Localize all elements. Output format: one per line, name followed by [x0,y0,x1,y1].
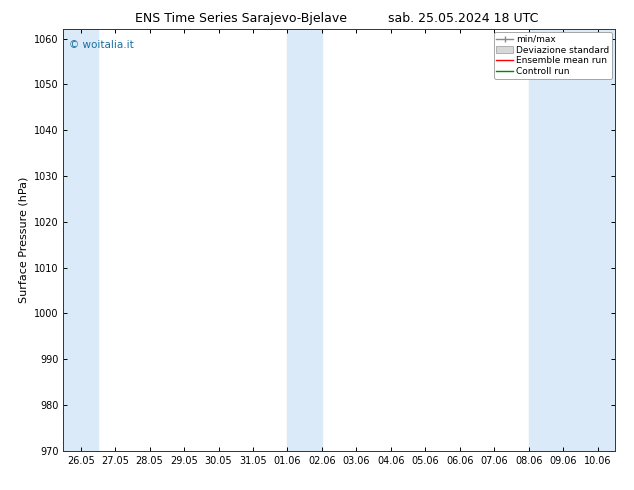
Text: sab. 25.05.2024 18 UTC: sab. 25.05.2024 18 UTC [387,12,538,25]
Text: © woitalia.it: © woitalia.it [69,40,134,50]
Y-axis label: Surface Pressure (hPa): Surface Pressure (hPa) [18,177,29,303]
Text: ENS Time Series Sarajevo-Bjelave: ENS Time Series Sarajevo-Bjelave [135,12,347,25]
Bar [63,29,98,451]
Bar [529,29,615,451]
Legend: min/max, Deviazione standard, Ensemble mean run, Controll run: min/max, Deviazione standard, Ensemble m… [494,32,612,79]
Bar [287,29,322,451]
